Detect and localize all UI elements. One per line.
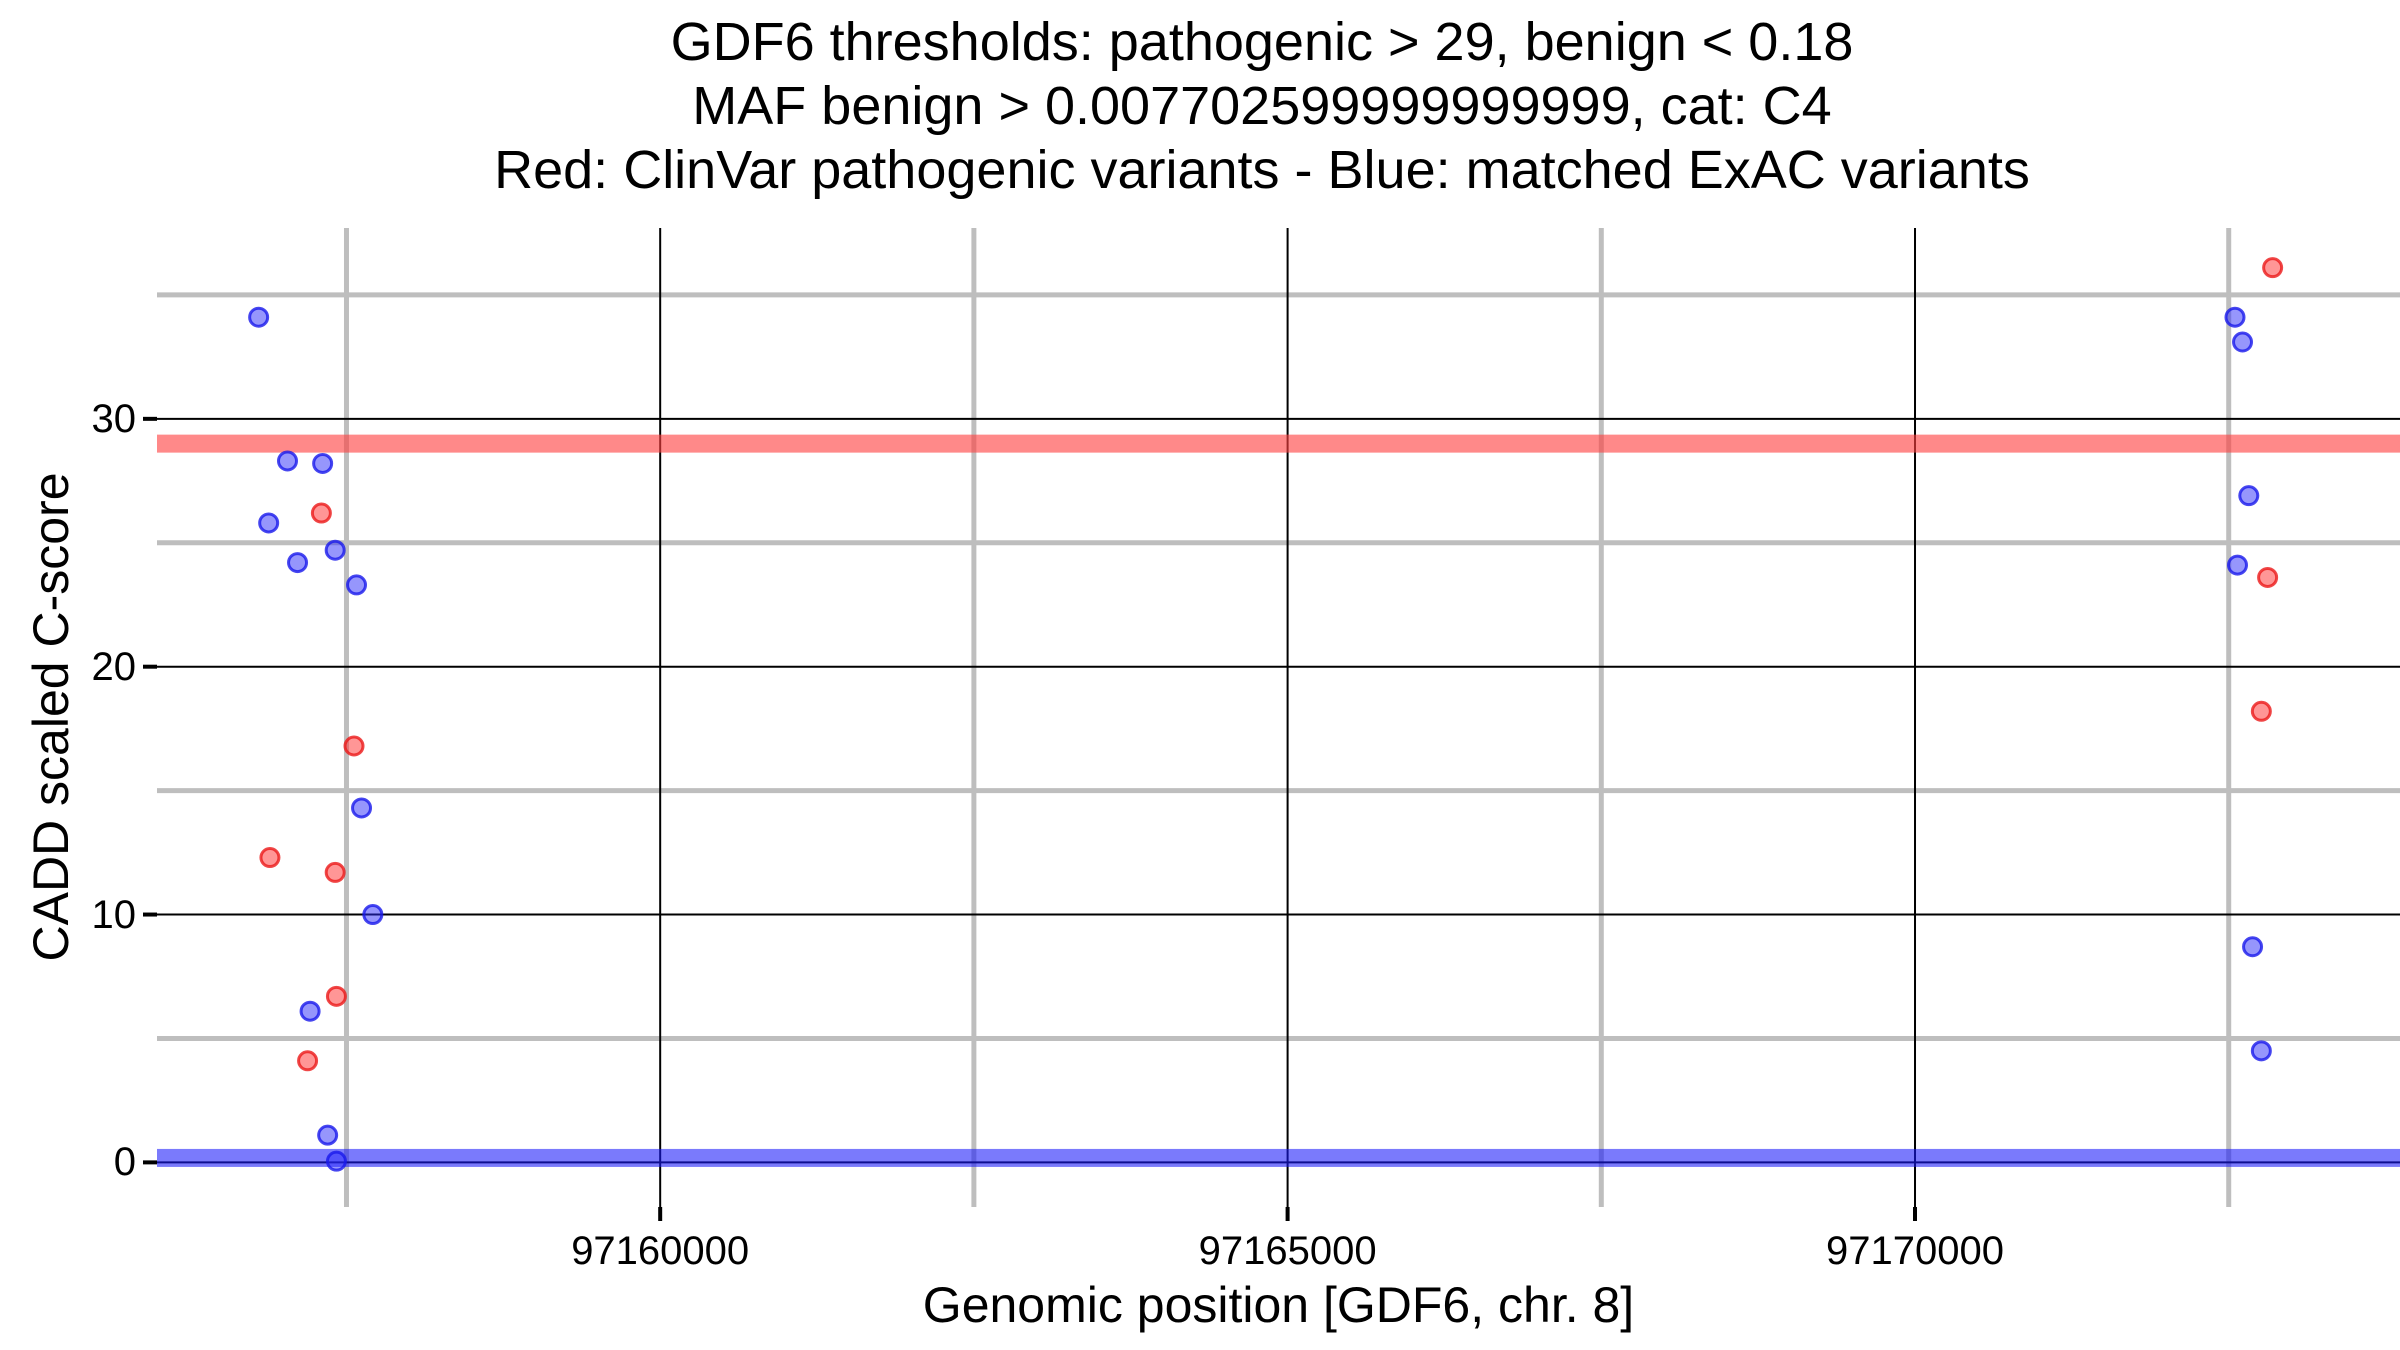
data-point-clinvar <box>297 1050 319 1072</box>
data-point-exac <box>287 552 309 574</box>
data-point-exac <box>2232 331 2254 353</box>
x-tick-label: 97165000 <box>1198 1229 1377 1273</box>
data-point-clinvar <box>325 985 347 1007</box>
data-point-clinvar <box>2257 566 2279 588</box>
threshold-band-benign-threshold <box>157 1148 2400 1167</box>
data-point-clinvar <box>324 861 346 883</box>
data-point-clinvar <box>259 847 281 869</box>
data-point-exac <box>2250 1040 2272 1062</box>
y-tick-label: 0 <box>113 1140 136 1185</box>
data-point-exac <box>248 306 270 328</box>
data-point-clinvar <box>343 735 365 757</box>
x-tick-label: 97160000 <box>571 1229 750 1273</box>
data-point-clinvar <box>2262 257 2284 279</box>
data-point-exac <box>325 1150 347 1172</box>
chart-title: GDF6 thresholds: pathogenic > 29, benign… <box>157 10 2367 202</box>
data-point-exac <box>351 797 373 819</box>
chart-title-line-2: MAF benign > 0.007702599999999999, cat: … <box>692 76 1832 136</box>
data-point-exac <box>362 904 384 926</box>
y-tick-label: 10 <box>91 892 137 937</box>
data-point-exac <box>2227 554 2249 576</box>
x-axis-title: Genomic position [GDF6, chr. 8] <box>922 1277 1635 1333</box>
data-point-exac <box>299 1000 321 1022</box>
data-point-exac <box>2224 306 2246 328</box>
x-tick-label: 97170000 <box>1826 1229 2004 1273</box>
chart-title-line-3: Red: ClinVar pathogenic variants - Blue:… <box>494 140 2030 200</box>
threshold-band-pathogenic-threshold <box>157 434 2400 453</box>
data-point-exac <box>317 1124 339 1146</box>
data-point-exac <box>2242 936 2264 958</box>
data-point-exac <box>277 450 299 472</box>
data-point-clinvar <box>310 502 332 524</box>
data-point-exac <box>346 574 368 596</box>
data-point-exac <box>2238 485 2260 507</box>
data-point-exac <box>312 452 334 474</box>
chart-title-line-1: GDF6 thresholds: pathogenic > 29, benign… <box>670 12 1854 72</box>
y-tick-label: 30 <box>91 396 137 441</box>
data-point-exac <box>258 512 280 534</box>
data-point-clinvar <box>2250 700 2272 722</box>
data-point-exac <box>324 539 346 561</box>
y-tick-label: 20 <box>91 644 137 689</box>
